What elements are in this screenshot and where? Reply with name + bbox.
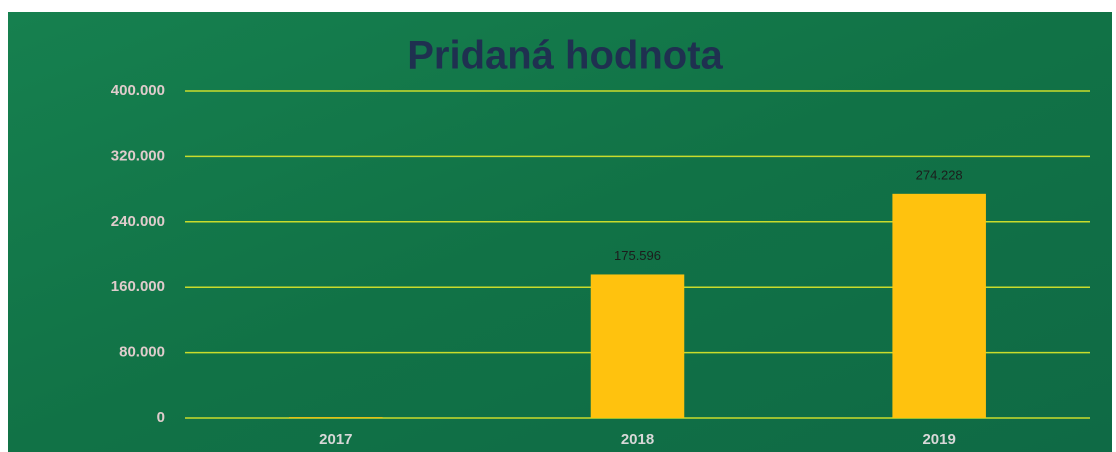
chart-title: Pridaná hodnota	[407, 34, 723, 78]
bar	[590, 274, 685, 418]
data-label: 175.596	[614, 248, 661, 263]
y-tick-label: 80.000	[119, 344, 165, 361]
x-tick-label: 2018	[621, 431, 654, 448]
y-tick-label: 0	[157, 409, 165, 426]
bar	[289, 417, 383, 418]
data-label: 274.228	[916, 167, 963, 182]
y-tick-label: 400.000	[111, 82, 165, 99]
x-tick-label: 2017	[319, 431, 352, 448]
x-tick-label: 2019	[922, 431, 955, 448]
y-tick-label: 320.000	[111, 147, 165, 164]
y-tick-label: 240.000	[111, 213, 165, 230]
bar	[892, 193, 986, 418]
y-tick-label: 160.000	[111, 278, 165, 295]
